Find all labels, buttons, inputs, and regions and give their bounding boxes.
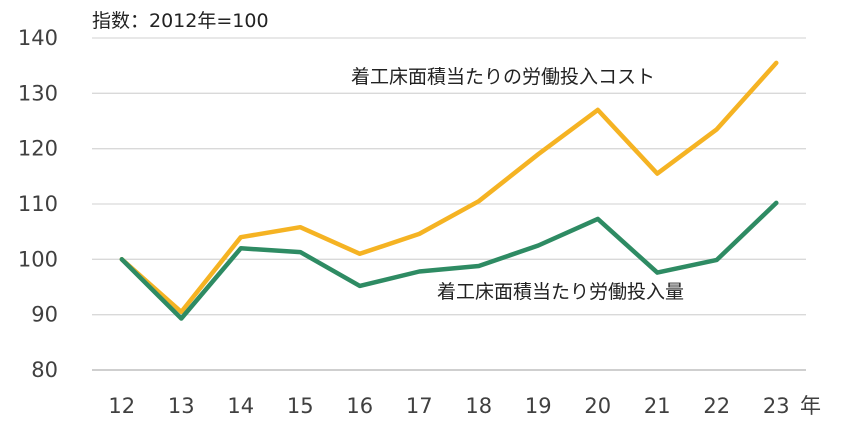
y-tick-label: 110 [18,192,58,216]
x-tick-label: 12 [108,394,135,418]
x-tick-label: 21 [644,394,671,418]
y-axis-tick-labels: 80 90 100 110 120 130 140 [18,26,58,382]
x-axis-unit-label: 年 [800,394,821,418]
x-tick-label: 23 [763,394,790,418]
y-tick-label: 140 [18,26,58,50]
x-tick-label: 15 [287,394,314,418]
y-tick-label: 90 [31,303,58,327]
series-line-labor-input [119,200,779,321]
x-tick-label: 19 [525,394,552,418]
series-label-labor-cost: 着工床面積当たりの労働投入コスト [351,66,655,88]
x-tick-label: 16 [346,394,373,418]
series-label-labor-input: 着工床面積当たり労働投入量 [437,281,684,303]
series-lines [119,60,779,321]
x-tick-label: 17 [406,394,433,418]
x-tick-label: 20 [584,394,611,418]
x-tick-label: 14 [227,394,254,418]
x-tick-label: 18 [465,394,492,418]
x-tick-label: 22 [703,394,730,418]
y-tick-label: 100 [18,247,58,271]
y-tick-label: 120 [18,137,58,161]
x-axis-tick-labels: 12 13 14 15 16 17 18 19 20 21 22 23 [108,394,789,418]
y-tick-label: 130 [18,81,58,105]
gridlines [92,37,806,371]
x-tick-label: 13 [168,394,195,418]
series-line-labor-cost [119,60,779,315]
y-tick-label: 80 [31,358,58,382]
index-base-note: 指数：2012年=100 [92,10,269,32]
